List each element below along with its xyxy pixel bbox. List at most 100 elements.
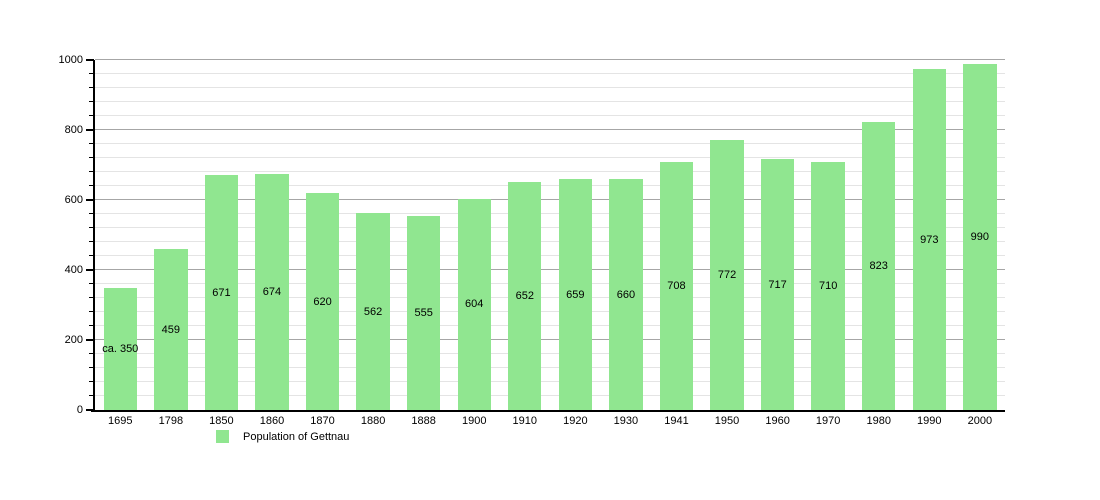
x-axis-tick-label: 1941 bbox=[664, 415, 689, 427]
bar-value-label: 620 bbox=[313, 295, 332, 308]
x-axis-tick-label: 1930 bbox=[613, 415, 639, 427]
bar-slot: 555 bbox=[398, 60, 449, 410]
y-axis-tick-label: 1000 bbox=[58, 54, 83, 66]
x-axis-tick-label: 1970 bbox=[815, 415, 841, 427]
x-axis-tick-label: 1910 bbox=[512, 415, 538, 427]
x-axis-tick-label: 1950 bbox=[714, 415, 740, 427]
bar-value-label: 990 bbox=[970, 230, 990, 243]
y-tick-minor bbox=[89, 101, 94, 102]
bar-value-label: 660 bbox=[616, 288, 636, 301]
legend-swatch bbox=[216, 430, 229, 443]
bar: 710 bbox=[811, 161, 845, 410]
gridline-minor bbox=[95, 297, 1005, 298]
y-tick-minor bbox=[89, 171, 94, 172]
bar-slot: 562 bbox=[348, 60, 399, 410]
x-axis-tick-label: 1850 bbox=[209, 415, 234, 427]
gridline-minor bbox=[95, 87, 1005, 88]
y-tick-minor bbox=[89, 311, 94, 312]
y-tick-major bbox=[86, 409, 94, 411]
legend-label: Population of Gettnau bbox=[243, 430, 350, 443]
bar: 555 bbox=[406, 215, 441, 410]
gridline-minor bbox=[95, 115, 1005, 116]
plot-area: ca. 350 459 671 674 620 562 555 604 652 659 660 708… bbox=[59, 54, 1005, 427]
bar-value-label: 562 bbox=[363, 305, 383, 318]
y-tick-minor bbox=[89, 241, 94, 242]
y-tick-minor bbox=[89, 381, 94, 382]
bar-slot: 604 bbox=[449, 60, 500, 410]
gridline-minor bbox=[95, 73, 1005, 74]
bar-slot: 620 bbox=[297, 60, 348, 410]
bar-slot: 990 bbox=[955, 60, 1006, 410]
bar-value-label: 772 bbox=[717, 268, 737, 281]
y-tick-minor bbox=[89, 283, 94, 284]
bar: 652 bbox=[508, 181, 542, 410]
x-axis-tick-label: 1920 bbox=[563, 415, 588, 427]
bar-slot: 660 bbox=[601, 60, 652, 410]
bar-slot: ca. 350 bbox=[95, 60, 146, 410]
bar-value-label: 717 bbox=[768, 278, 787, 291]
x-axis-tick-label: 1960 bbox=[765, 415, 790, 427]
bar-value-label: 710 bbox=[818, 279, 838, 292]
bar-slot: 772 bbox=[702, 60, 753, 410]
y-tick-minor bbox=[89, 353, 94, 354]
gridline-minor bbox=[95, 143, 1005, 144]
gridline-minor bbox=[95, 241, 1005, 242]
gridline-minor bbox=[95, 325, 1005, 326]
bar-value-label: 604 bbox=[465, 298, 484, 311]
y-axis-line bbox=[93, 60, 95, 410]
y-tick-minor bbox=[89, 115, 94, 116]
y-tick-minor bbox=[89, 395, 94, 396]
y-tick-minor bbox=[89, 227, 94, 228]
gridline-minor bbox=[95, 185, 1005, 186]
bar: 772 bbox=[710, 139, 744, 410]
x-axis-tick-label: 1870 bbox=[310, 415, 335, 427]
bar-value-label: 823 bbox=[869, 259, 888, 272]
bar: 620 bbox=[305, 193, 340, 410]
y-axis-tick-label: 200 bbox=[64, 334, 83, 346]
x-axis-tick-label: 1900 bbox=[461, 415, 487, 427]
bar-slot: 708 bbox=[651, 60, 702, 410]
bar: 659 bbox=[558, 179, 593, 410]
bar-value-label: 652 bbox=[515, 289, 534, 302]
y-tick-minor bbox=[89, 73, 94, 74]
y-tick-minor bbox=[89, 185, 94, 186]
gridline-minor bbox=[95, 367, 1005, 368]
bar-slot: 671 bbox=[196, 60, 247, 410]
bar-value-label: 459 bbox=[161, 323, 181, 336]
x-axis-tick-label: 1695 bbox=[108, 415, 133, 427]
bar: 717 bbox=[760, 159, 795, 410]
y-tick-major bbox=[86, 339, 94, 341]
gridlines-layer bbox=[95, 59, 1005, 410]
x-axis-labels: 1695 1798 1850 1860 1870 1880 1888 1900 1910 1920… bbox=[95, 410, 1005, 427]
x-axis-tick-label: 1860 bbox=[259, 415, 285, 427]
y-tick-minor bbox=[89, 255, 94, 256]
gridline-minor bbox=[95, 227, 1005, 228]
bar: 973 bbox=[912, 69, 946, 410]
y-tick-minor bbox=[89, 157, 94, 158]
bar-slot: 710 bbox=[803, 60, 854, 410]
y-tick-minor bbox=[89, 325, 94, 326]
y-axis-tick-label: 0 bbox=[76, 404, 83, 416]
legend: Population of Gettnau bbox=[216, 430, 349, 443]
bar-slot: 717 bbox=[752, 60, 803, 410]
bars-layer: ca. 350 459 671 674 620 562 555 604 652 659 660 708… bbox=[95, 60, 1005, 410]
bar-slot: 659 bbox=[550, 60, 601, 410]
x-axis-tick-label: 1990 bbox=[917, 415, 942, 427]
gridline-minor bbox=[95, 311, 1005, 312]
gridline-minor bbox=[95, 283, 1005, 284]
bar: 671 bbox=[204, 175, 239, 410]
gridline-minor bbox=[95, 157, 1005, 158]
gridline-major bbox=[95, 59, 1005, 60]
gridline-minor bbox=[95, 353, 1005, 354]
gridline-minor bbox=[95, 171, 1005, 172]
bar: 660 bbox=[609, 179, 643, 410]
y-axis-tick-label: 400 bbox=[64, 264, 83, 276]
bar: 674 bbox=[255, 174, 289, 410]
bar: 823 bbox=[862, 121, 896, 410]
y-tick-major bbox=[86, 59, 94, 61]
x-axis-line bbox=[91, 410, 1005, 412]
x-axis-tick-label: 1980 bbox=[866, 415, 891, 427]
y-ticks-layer bbox=[86, 59, 1005, 411]
bar-slot: 459 bbox=[146, 60, 197, 410]
